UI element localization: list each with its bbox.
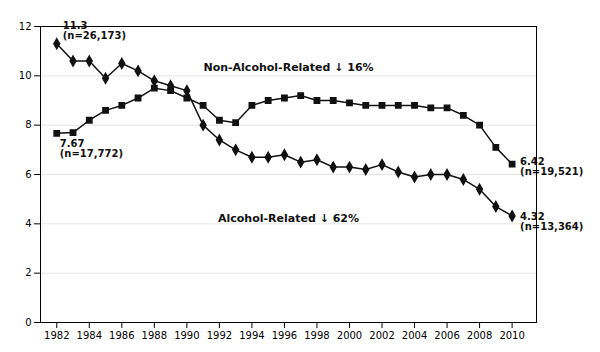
svg-text:2002: 2002 — [369, 330, 394, 341]
svg-text:2006: 2006 — [434, 330, 459, 341]
svg-text:4: 4 — [25, 218, 31, 229]
svg-text:11.3(n=26,173): 11.3(n=26,173) — [63, 20, 126, 41]
svg-text:4.32(n=13,364): 4.32(n=13,364) — [520, 211, 583, 232]
svg-text:1986: 1986 — [109, 330, 134, 341]
svg-text:1984: 1984 — [77, 330, 102, 341]
svg-text:8: 8 — [25, 119, 31, 130]
svg-text:2010: 2010 — [499, 330, 524, 341]
svg-text:0: 0 — [25, 317, 31, 328]
svg-text:1988: 1988 — [142, 330, 167, 341]
svg-text:1992: 1992 — [207, 330, 232, 341]
svg-text:12: 12 — [19, 21, 32, 32]
svg-text:2000: 2000 — [337, 330, 362, 341]
svg-text:10: 10 — [19, 70, 32, 81]
svg-text:Alcohol-Related ↓ 62%: Alcohol-Related ↓ 62% — [218, 212, 359, 225]
svg-text:1994: 1994 — [239, 330, 264, 341]
svg-text:6: 6 — [25, 169, 31, 180]
svg-text:1990: 1990 — [174, 330, 199, 341]
svg-text:1996: 1996 — [272, 330, 297, 341]
svg-text:7.67(n=17,772): 7.67(n=17,772) — [60, 138, 123, 159]
svg-text:2: 2 — [25, 267, 31, 278]
svg-text:2008: 2008 — [467, 330, 492, 341]
svg-text:Non-Alcohol-Related ↓ 16%: Non-Alcohol-Related ↓ 16% — [203, 61, 373, 74]
svg-text:1982: 1982 — [44, 330, 69, 341]
svg-text:2004: 2004 — [402, 330, 427, 341]
svg-text:6.42(n=19,521): 6.42(n=19,521) — [520, 156, 583, 177]
svg-text:1998: 1998 — [304, 330, 329, 341]
